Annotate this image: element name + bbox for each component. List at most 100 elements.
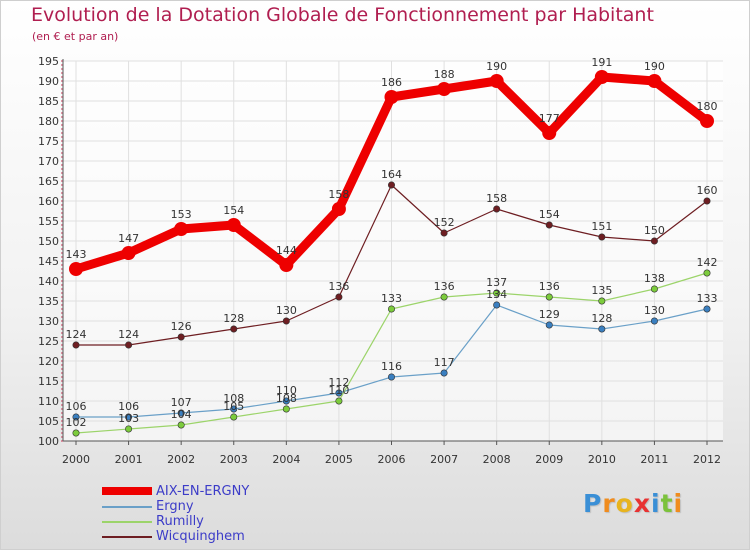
y-tick-label: 115 [38,375,59,388]
data-point-rumilly [282,405,290,413]
data-label-wicquinghem: 150 [644,224,665,237]
data-point-aix-en-ergny [384,90,399,104]
y-tick-label: 155 [38,215,59,228]
y-tick-label: 195 [38,55,59,68]
data-label-ergny: 117 [434,356,455,369]
x-tick-label: 2003 [220,453,248,466]
data-point-wicquinghem [387,181,395,189]
data-label-wicquinghem: 124 [66,328,87,341]
data-label-rumilly: 102 [66,416,87,429]
y-tick-label: 180 [38,115,59,128]
data-label-aix-en-ergny: 158 [328,188,349,201]
data-point-ergny [125,413,133,421]
data-label-wicquinghem: 124 [118,328,139,341]
data-label-wicquinghem: 130 [276,304,297,317]
data-label-rumilly: 136 [539,280,560,293]
x-tick-label: 2008 [483,453,511,466]
data-label-aix-en-ergny: 177 [539,112,560,125]
x-tick-label: 2006 [378,453,406,466]
y-tick-label: 145 [38,255,59,268]
chart-title: Evolution de la Dotation Globale de Fonc… [31,4,654,26]
data-label-aix-en-ergny: 144 [276,244,297,257]
x-tick-label: 2007 [430,453,458,466]
x-tick-label: 2005 [325,453,353,466]
y-tick-label: 120 [38,355,59,368]
data-label-aix-en-ergny: 153 [171,208,192,221]
logo-letter: r [602,489,616,518]
data-point-rumilly [650,285,658,293]
data-point-rumilly [387,305,395,313]
logo-letter: P [583,489,603,518]
data-point-wicquinghem [335,293,343,301]
data-label-aix-en-ergny: 180 [697,100,718,113]
legend-label-wicquinghem: Wicquinghem [156,529,245,544]
data-label-ergny: 106 [66,400,87,413]
data-point-rumilly [230,413,238,421]
y-tick-label: 175 [38,135,59,148]
data-point-wicquinghem [545,221,553,229]
data-label-rumilly: 142 [697,256,718,269]
data-label-rumilly: 135 [591,284,612,297]
data-point-aix-en-ergny [121,246,136,260]
data-label-ergny: 116 [381,360,402,373]
data-point-wicquinghem [72,341,80,349]
data-point-rumilly [703,269,711,277]
plot-area [63,61,723,441]
data-point-aix-en-ergny [542,126,557,140]
data-point-ergny [545,321,553,329]
data-point-aix-en-ergny [69,262,83,276]
x-tick-label: 2000 [62,453,90,466]
data-point-aix-en-ergny [279,258,294,272]
data-label-ergny: 112 [328,376,349,389]
data-label-wicquinghem: 158 [486,192,507,205]
x-tick-label: 2001 [115,453,143,466]
data-label-aix-en-ergny: 188 [434,68,455,81]
y-tick-label: 105 [38,415,59,428]
logo-letter: o [615,489,634,518]
y-tick-label: 110 [38,395,59,408]
logo-letter: i [673,489,684,518]
data-label-rumilly: 105 [223,400,244,413]
data-point-rumilly [493,289,501,297]
x-tick-label: 2010 [588,453,616,466]
data-point-wicquinghem [282,317,290,325]
data-label-ergny: 134 [486,288,507,301]
x-tick-label: 2004 [272,453,300,466]
logo-letter: i [651,489,661,518]
legend-swatch-wicquinghem [102,536,152,538]
data-label-wicquinghem: 152 [434,216,455,229]
data-label-ergny: 130 [644,304,665,317]
y-tick-label: 130 [38,315,59,328]
data-label-wicquinghem: 128 [223,312,244,325]
data-label-rumilly: 138 [644,272,665,285]
legend-label-rumilly: Rumilly [156,514,204,529]
x-tick-label: 2012 [693,453,721,466]
data-point-ergny [230,405,238,413]
data-label-rumilly: 133 [381,292,402,305]
data-point-rumilly [125,425,133,433]
legend-label-aix-en-ergny: AIX-EN-ERGNY [156,484,250,499]
legend-swatch-ergny [102,506,152,508]
data-label-wicquinghem: 154 [539,208,560,221]
y-tick-label: 185 [38,95,59,108]
data-point-wicquinghem [177,333,185,341]
data-label-wicquinghem: 126 [171,320,192,333]
series-layer [69,70,714,437]
data-label-aix-en-ergny: 190 [486,60,507,73]
data-point-rumilly [177,421,185,429]
data-point-aix-en-ergny [489,74,504,88]
data-point-ergny [598,325,606,333]
logo-letter: x [633,489,651,518]
grid-layer [63,60,723,442]
data-label-aix-en-ergny: 190 [644,60,665,73]
data-point-wicquinghem [230,325,238,333]
proxiti-logo: Proxiti [583,489,683,518]
data-point-aix-en-ergny [331,202,346,216]
data-point-aix-en-ergny [647,74,662,88]
y-tick-label: 190 [38,75,59,88]
data-label-wicquinghem: 151 [591,220,612,233]
data-point-aix-en-ergny [174,222,189,236]
data-point-wicquinghem [125,341,133,349]
data-point-rumilly [72,429,80,437]
